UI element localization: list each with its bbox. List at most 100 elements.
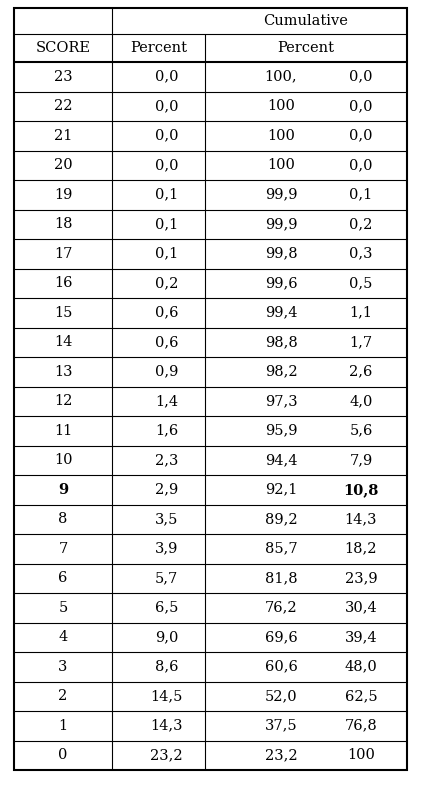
Text: Percent: Percent — [277, 41, 335, 55]
Text: 1,4: 1,4 — [155, 394, 178, 408]
Text: 76,2: 76,2 — [265, 601, 297, 615]
Text: 15: 15 — [54, 306, 72, 320]
Text: 0,6: 0,6 — [155, 306, 178, 320]
Text: 39,4: 39,4 — [345, 630, 377, 644]
Text: 99,8: 99,8 — [265, 247, 297, 261]
Text: 5,6: 5,6 — [349, 423, 373, 438]
Text: 0,0: 0,0 — [349, 70, 373, 84]
Text: 0,0: 0,0 — [155, 159, 178, 172]
Text: 23,9: 23,9 — [345, 571, 377, 585]
Text: 6: 6 — [59, 571, 68, 585]
Text: 0,1: 0,1 — [155, 188, 178, 201]
Text: 3: 3 — [59, 660, 68, 674]
Text: 99,4: 99,4 — [265, 306, 297, 320]
Text: 98,2: 98,2 — [265, 365, 297, 379]
Text: 30,4: 30,4 — [345, 601, 377, 615]
Text: 100,: 100, — [265, 70, 297, 84]
Text: 0,0: 0,0 — [349, 159, 373, 172]
Text: 23,2: 23,2 — [150, 749, 183, 762]
Text: 99,6: 99,6 — [265, 276, 297, 290]
Text: 85,7: 85,7 — [265, 542, 297, 556]
Text: 3,9: 3,9 — [155, 542, 178, 556]
Text: 97,3: 97,3 — [265, 394, 297, 408]
Text: 100: 100 — [267, 128, 295, 143]
Text: 98,8: 98,8 — [265, 335, 297, 349]
Text: 52,0: 52,0 — [265, 689, 297, 703]
Text: 92,1: 92,1 — [265, 483, 297, 496]
Text: 0,3: 0,3 — [349, 247, 373, 261]
Text: 81,8: 81,8 — [265, 571, 297, 585]
Text: 12: 12 — [54, 394, 72, 408]
Text: 20: 20 — [54, 159, 72, 172]
Text: 3,5: 3,5 — [155, 512, 178, 527]
Text: 17: 17 — [54, 247, 72, 261]
Text: 99,9: 99,9 — [265, 188, 297, 201]
Text: 0,2: 0,2 — [349, 217, 373, 232]
Text: 22: 22 — [54, 99, 72, 113]
Text: 18: 18 — [54, 217, 72, 232]
Text: 7: 7 — [59, 542, 68, 556]
Text: 100: 100 — [267, 99, 295, 113]
Text: 14,3: 14,3 — [345, 512, 377, 527]
Text: 2: 2 — [59, 689, 68, 703]
Text: 11: 11 — [54, 423, 72, 438]
Text: 0,9: 0,9 — [155, 365, 178, 379]
Text: 0,1: 0,1 — [349, 188, 373, 201]
Text: 0,1: 0,1 — [155, 247, 178, 261]
Text: 9,0: 9,0 — [155, 630, 178, 644]
Text: 0,0: 0,0 — [155, 70, 178, 84]
Text: 1: 1 — [59, 718, 67, 733]
Text: 0,0: 0,0 — [349, 128, 373, 143]
Text: 2,9: 2,9 — [155, 483, 178, 496]
Text: 0,1: 0,1 — [155, 217, 178, 232]
Text: 100: 100 — [267, 159, 295, 172]
Text: 5,7: 5,7 — [155, 571, 178, 585]
Text: 1,6: 1,6 — [155, 423, 178, 438]
Text: 14,3: 14,3 — [150, 718, 183, 733]
Text: 14,5: 14,5 — [150, 689, 183, 703]
Text: 13: 13 — [54, 365, 72, 379]
Text: 69,6: 69,6 — [265, 630, 297, 644]
Text: 95,9: 95,9 — [265, 423, 297, 438]
Text: 23: 23 — [54, 70, 72, 84]
Text: 0,0: 0,0 — [155, 99, 178, 113]
Text: 0,5: 0,5 — [349, 276, 373, 290]
Text: 2,6: 2,6 — [349, 365, 373, 379]
Text: 1,7: 1,7 — [349, 335, 373, 349]
Text: 76,8: 76,8 — [345, 718, 377, 733]
Text: 99,9: 99,9 — [265, 217, 297, 232]
Text: 2,3: 2,3 — [155, 454, 178, 467]
Text: 4: 4 — [59, 630, 68, 644]
Text: 8,6: 8,6 — [155, 660, 178, 674]
Text: 14: 14 — [54, 335, 72, 349]
Text: Cumulative: Cumulative — [264, 14, 349, 28]
Text: 6,5: 6,5 — [155, 601, 178, 615]
Text: 10: 10 — [54, 454, 72, 467]
Text: 18,2: 18,2 — [345, 542, 377, 556]
Text: 9: 9 — [58, 483, 68, 496]
Text: 23,2: 23,2 — [265, 749, 297, 762]
Text: 16: 16 — [54, 276, 72, 290]
Text: 48,0: 48,0 — [345, 660, 377, 674]
Text: 10,8: 10,8 — [343, 483, 378, 496]
Text: 7,9: 7,9 — [349, 454, 373, 467]
Text: 94,4: 94,4 — [265, 454, 297, 467]
Text: 0: 0 — [59, 749, 68, 762]
Text: 0,6: 0,6 — [155, 335, 178, 349]
Text: 8: 8 — [59, 512, 68, 527]
Text: 1,1: 1,1 — [349, 306, 373, 320]
Text: 0,0: 0,0 — [155, 128, 178, 143]
Text: 5: 5 — [59, 601, 68, 615]
Text: 89,2: 89,2 — [265, 512, 297, 527]
Text: 0,2: 0,2 — [155, 276, 178, 290]
Text: 21: 21 — [54, 128, 72, 143]
Text: 4,0: 4,0 — [349, 394, 373, 408]
Text: 19: 19 — [54, 188, 72, 201]
Text: 62,5: 62,5 — [345, 689, 377, 703]
Text: 100: 100 — [347, 749, 375, 762]
Text: 0,0: 0,0 — [349, 99, 373, 113]
Text: 60,6: 60,6 — [264, 660, 298, 674]
Text: 37,5: 37,5 — [265, 718, 297, 733]
Text: Percent: Percent — [130, 41, 187, 55]
Text: SCORE: SCORE — [35, 41, 91, 55]
